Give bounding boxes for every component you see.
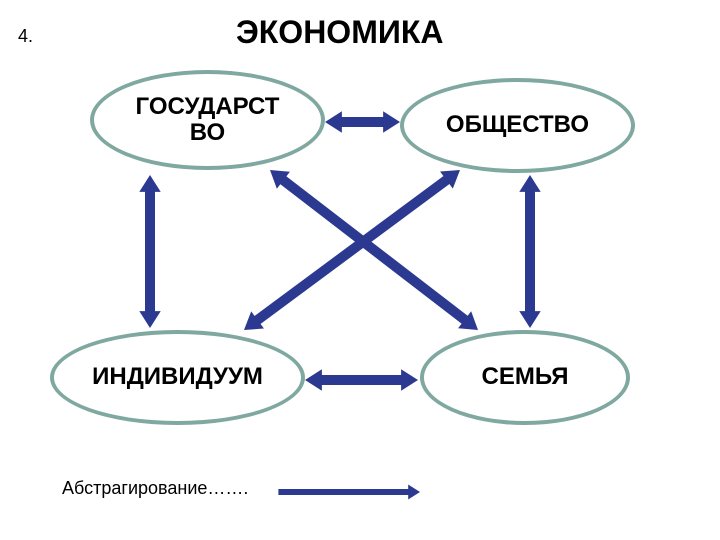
arrow-layer — [0, 0, 720, 540]
node-family: СЕМЬЯ — [420, 330, 630, 425]
slide-number: 4. — [18, 26, 33, 47]
node-individual: ИНДИВИДУУМ — [50, 330, 305, 425]
node-society: ОБЩЕСТВО — [400, 78, 635, 173]
page-title: ЭКОНОМИКА — [236, 14, 443, 51]
node-state: ГОСУДАРСТВО — [90, 70, 325, 170]
diagram-canvas: 4. ЭКОНОМИКА Абстрагирование……. ГОСУДАРС… — [0, 0, 720, 540]
footer-text: Абстрагирование……. — [62, 478, 248, 499]
